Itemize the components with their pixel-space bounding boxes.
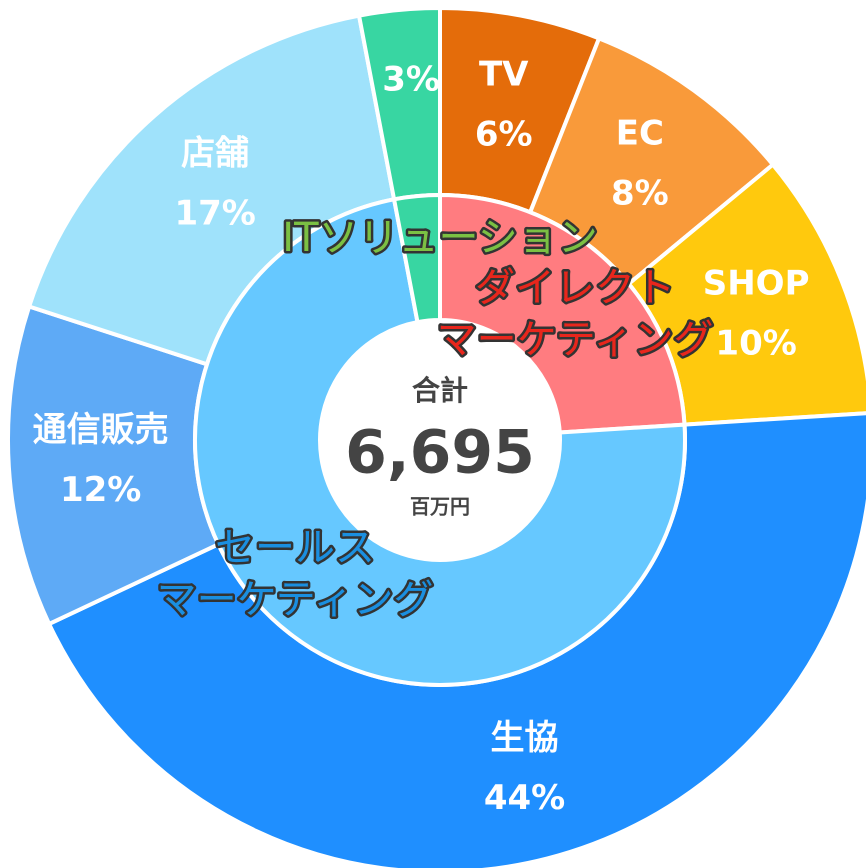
outer-value: 10% <box>715 323 796 363</box>
outer-value: 17% <box>174 193 255 233</box>
outer-name: TV <box>479 55 529 95</box>
outer-name: 店舗 <box>181 133 249 173</box>
outer-name: EC <box>616 113 664 153</box>
outer-name: 生協 <box>491 718 559 758</box>
center-hole <box>320 320 560 560</box>
rings <box>6 5 866 868</box>
inner-name: セールス <box>215 525 375 571</box>
inner-name: ダイレクト <box>475 265 675 311</box>
outer-value: 3% <box>382 60 440 100</box>
inner-name: ITソリューション <box>282 215 597 261</box>
outer-value: 6% <box>475 115 533 155</box>
outer-value: 44% <box>484 778 565 818</box>
center-total: 6,695 <box>345 418 535 488</box>
center-unit: 百万円 <box>410 495 470 519</box>
inner-name: マーケティング <box>437 317 714 363</box>
labels: TV 6% EC 8% SHOP 10% 生協 44% 通信販売 12% 店舗 17% 3% ダイレクトマ… <box>33 55 810 818</box>
center-title: 合計 <box>412 374 468 407</box>
outer-value: 12% <box>60 470 141 510</box>
inner-name: マーケティング <box>157 577 434 623</box>
outer-name: 通信販売 <box>33 410 169 450</box>
outer-name: SHOP <box>703 263 810 303</box>
outer-value: 8% <box>611 173 669 213</box>
